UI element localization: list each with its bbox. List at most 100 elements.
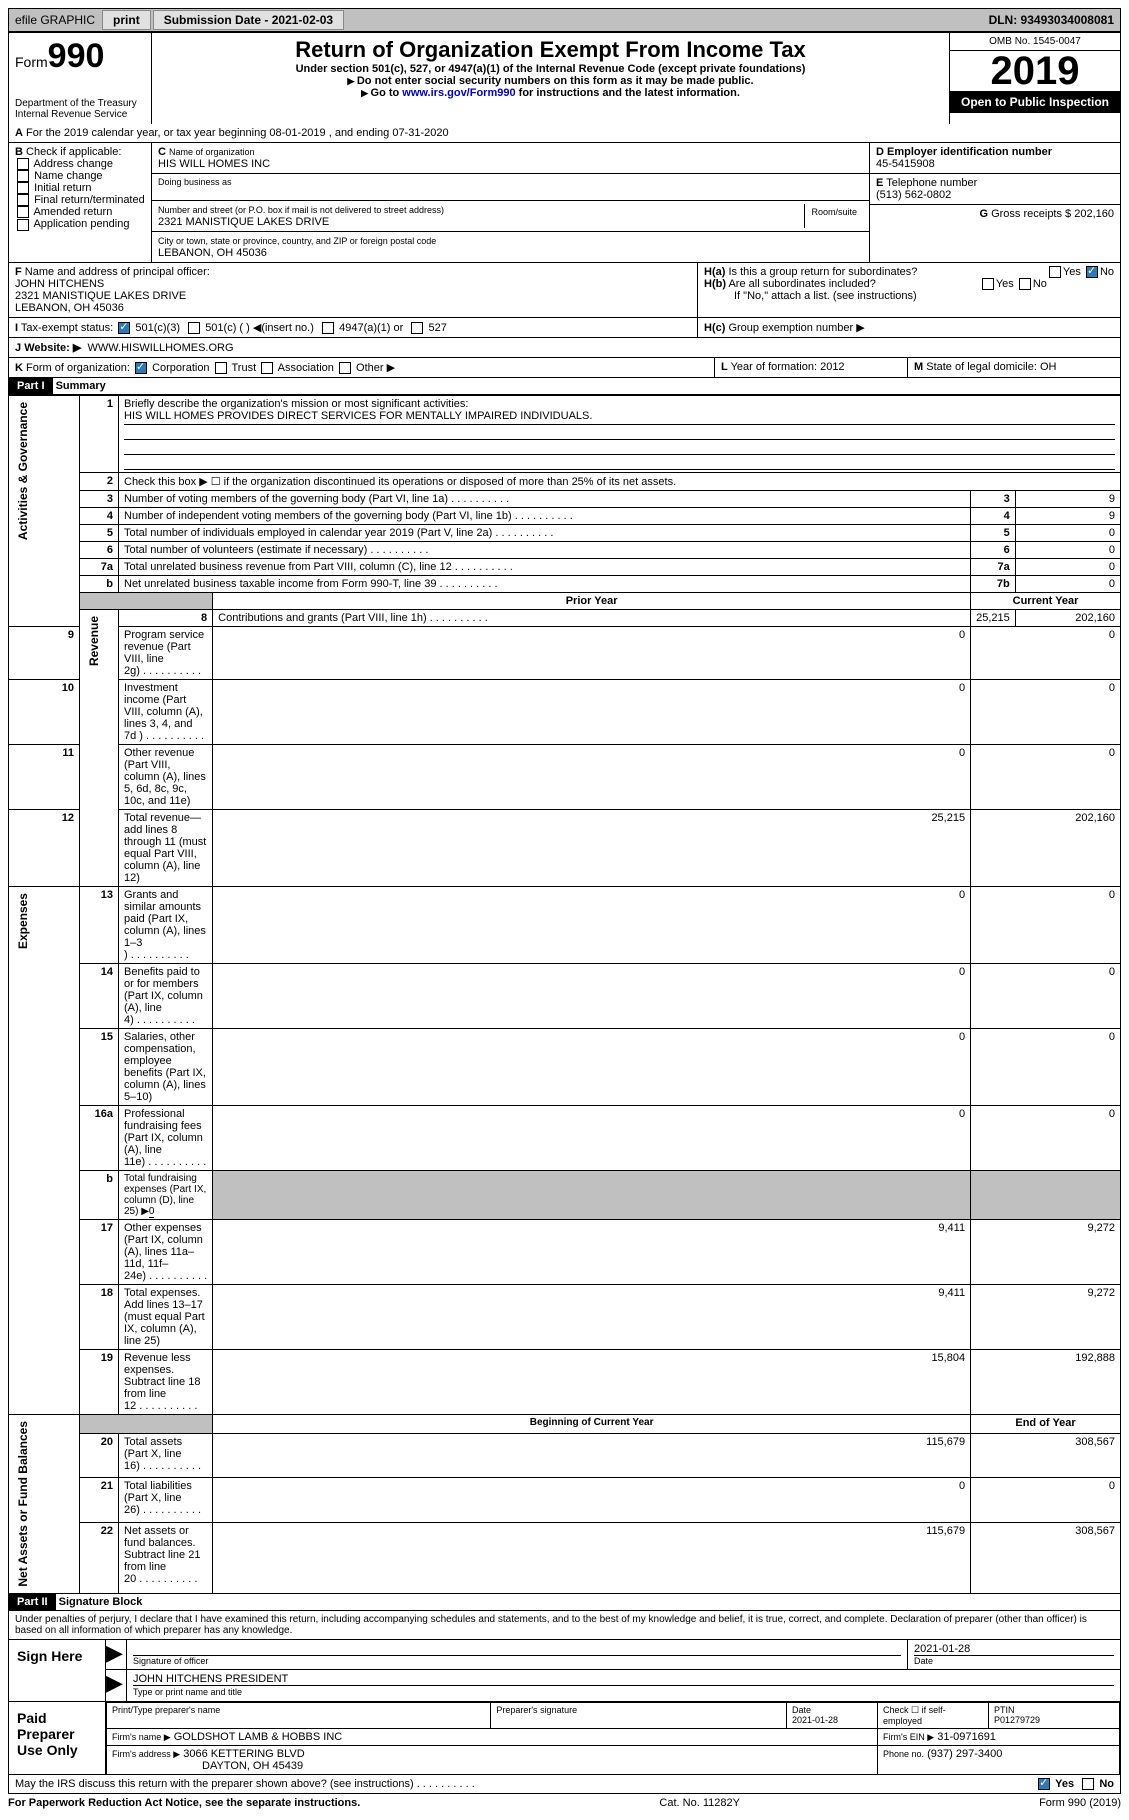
prep-date: 2021-01-28 <box>792 1715 838 1725</box>
m-label: State of legal domicile: <box>926 361 1037 373</box>
ha-yes[interactable] <box>1049 266 1061 278</box>
4947-check[interactable] <box>322 322 334 334</box>
l15: Salaries, other compensation, employee b… <box>119 1029 213 1106</box>
faddr-lbl: Firm's address ▶ <box>112 1749 180 1759</box>
org-addr: 2321 MANISTIQUE LAKES DRIVE <box>158 216 329 228</box>
form-header: Form990 Department of the Treasury Inter… <box>8 32 1121 124</box>
pending-check[interactable] <box>17 219 29 231</box>
final-check[interactable] <box>17 194 29 206</box>
form-label: Form <box>15 54 48 70</box>
tax-year: 2019 <box>950 51 1120 91</box>
part2-title: Signature Block <box>59 1596 143 1608</box>
firm-phone: (937) 297-3400 <box>927 1748 1002 1760</box>
ph-lbl: Phone no. <box>883 1749 924 1759</box>
hc: Group exemption number ▶ <box>728 322 864 334</box>
sig-officer: Signature of officer <box>133 1655 901 1666</box>
part1-title: Summary <box>56 380 106 392</box>
section-revenue: Revenue <box>85 612 103 670</box>
i1: 501(c)(3) <box>135 322 180 334</box>
ph5: PTIN <box>994 1705 1015 1715</box>
corp-check[interactable] <box>135 362 147 374</box>
v11p: 0 <box>213 745 971 810</box>
form-title: Return of Organization Exempt From Incom… <box>156 37 945 63</box>
officer-printed: JOHN HITCHENS PRESIDENT <box>133 1673 1114 1686</box>
h-note: If "No," attach a list. (see instruction… <box>704 290 917 302</box>
assoc-check[interactable] <box>261 362 273 374</box>
room-label: Room/suite <box>804 204 863 228</box>
addr-change-check[interactable] <box>17 158 29 170</box>
pra-notice: For Paperwork Reduction Act Notice, see … <box>8 1797 360 1809</box>
k1: Corporation <box>152 362 209 374</box>
l20: Total assets (Part X, line 16) <box>124 1436 201 1472</box>
v10c: 0 <box>971 680 1121 745</box>
v16ac: 0 <box>971 1106 1121 1171</box>
ph4: Check ☐ if self-employed <box>878 1702 989 1728</box>
firm-ein: 31-0971691 <box>937 1731 996 1743</box>
instructions-link[interactable]: www.irs.gov/Form990 <box>402 87 515 99</box>
k3: Association <box>278 362 334 374</box>
l5: Total number of individuals employed in … <box>124 527 553 539</box>
website-label: Website: ▶ <box>24 342 81 354</box>
line-a: For the 2019 calendar year, or tax year … <box>26 127 449 139</box>
initial-check[interactable] <box>17 182 29 194</box>
ha-no[interactable] <box>1086 266 1098 278</box>
discuss-yes[interactable] <box>1038 1778 1050 1790</box>
l16a: Professional fundraising fees (Part IX, … <box>124 1108 206 1168</box>
name-change-check[interactable] <box>17 170 29 182</box>
officer-addr1: 2321 MANISTIQUE LAKES DRIVE <box>15 290 186 302</box>
paid-preparer: Paid Preparer Use Only <box>9 1702 106 1774</box>
trust-check[interactable] <box>215 362 227 374</box>
i3: 4947(a)(1) or <box>339 322 403 334</box>
v12c: 202,160 <box>971 810 1121 887</box>
b-label: Check if applicable: <box>26 146 121 158</box>
domicile: OH <box>1040 361 1057 373</box>
l17: Other expenses (Part IX, column (A), lin… <box>124 1222 207 1282</box>
l-label: Year of formation: <box>731 361 817 373</box>
subtitle2: Do not enter social security numbers on … <box>156 75 945 87</box>
501c3-check[interactable] <box>118 322 130 334</box>
sig-date-lbl: Date <box>914 1655 1114 1666</box>
printed-lbl: Type or print name and title <box>133 1687 242 1697</box>
b0: Address change <box>33 158 113 170</box>
dn: No <box>1099 1778 1114 1790</box>
form-foot: Form 990 (2019) <box>1039 1797 1121 1809</box>
discuss-no[interactable] <box>1082 1778 1094 1790</box>
section-netassets: Net Assets or Fund Balances <box>14 1417 32 1591</box>
hb-no[interactable] <box>1019 278 1031 290</box>
mission: HIS WILL HOMES PROVIDES DIRECT SERVICES … <box>124 410 1115 425</box>
l3: Number of voting members of the governin… <box>124 493 509 505</box>
i2: 501(c) ( ) ◀(insert no.) <box>205 322 314 334</box>
tel-label: Telephone number <box>886 177 977 189</box>
hb-yes[interactable] <box>982 278 994 290</box>
print-button[interactable]: print <box>102 10 151 30</box>
l9: Program service revenue (Part VIII, line… <box>124 629 204 677</box>
l6: Total number of volunteers (estimate if … <box>124 544 428 556</box>
i4: 527 <box>428 322 446 334</box>
527-check[interactable] <box>411 322 423 334</box>
ph1: Print/Type preparer's name <box>107 1702 491 1728</box>
k-label: Form of organization: <box>26 362 130 374</box>
501c-check[interactable] <box>188 322 200 334</box>
v15c: 0 <box>971 1029 1121 1106</box>
v3: 9 <box>1015 491 1120 508</box>
org-name: HIS WILL HOMES INC <box>158 158 270 170</box>
v18p: 9,411 <box>213 1285 971 1350</box>
part1-tag: Part I <box>9 378 53 394</box>
l22: Net assets or fund balances. Subtract li… <box>124 1525 200 1585</box>
v6: 0 <box>1015 542 1120 559</box>
hb: Are all subordinates included? <box>728 278 875 290</box>
begin-year: Beginning of Current Year <box>213 1415 971 1434</box>
v14p: 0 <box>213 964 971 1029</box>
l7b: Net unrelated business taxable income fr… <box>124 578 498 590</box>
firm-name: GOLDSHOT LAMB & HOBBS INC <box>174 1731 343 1743</box>
ph3: Date <box>792 1705 811 1715</box>
other-check[interactable] <box>339 362 351 374</box>
v15p: 0 <box>213 1029 971 1106</box>
public-inspection: Open to Public Inspection <box>950 91 1120 113</box>
l10: Investment income (Part VIII, column (A)… <box>124 682 204 742</box>
amended-check[interactable] <box>17 206 29 218</box>
v12p: 25,215 <box>213 810 971 887</box>
v16b: 0 <box>149 1206 155 1218</box>
yes2: Yes <box>996 278 1014 290</box>
i-label: Tax-exempt status: <box>21 322 113 334</box>
